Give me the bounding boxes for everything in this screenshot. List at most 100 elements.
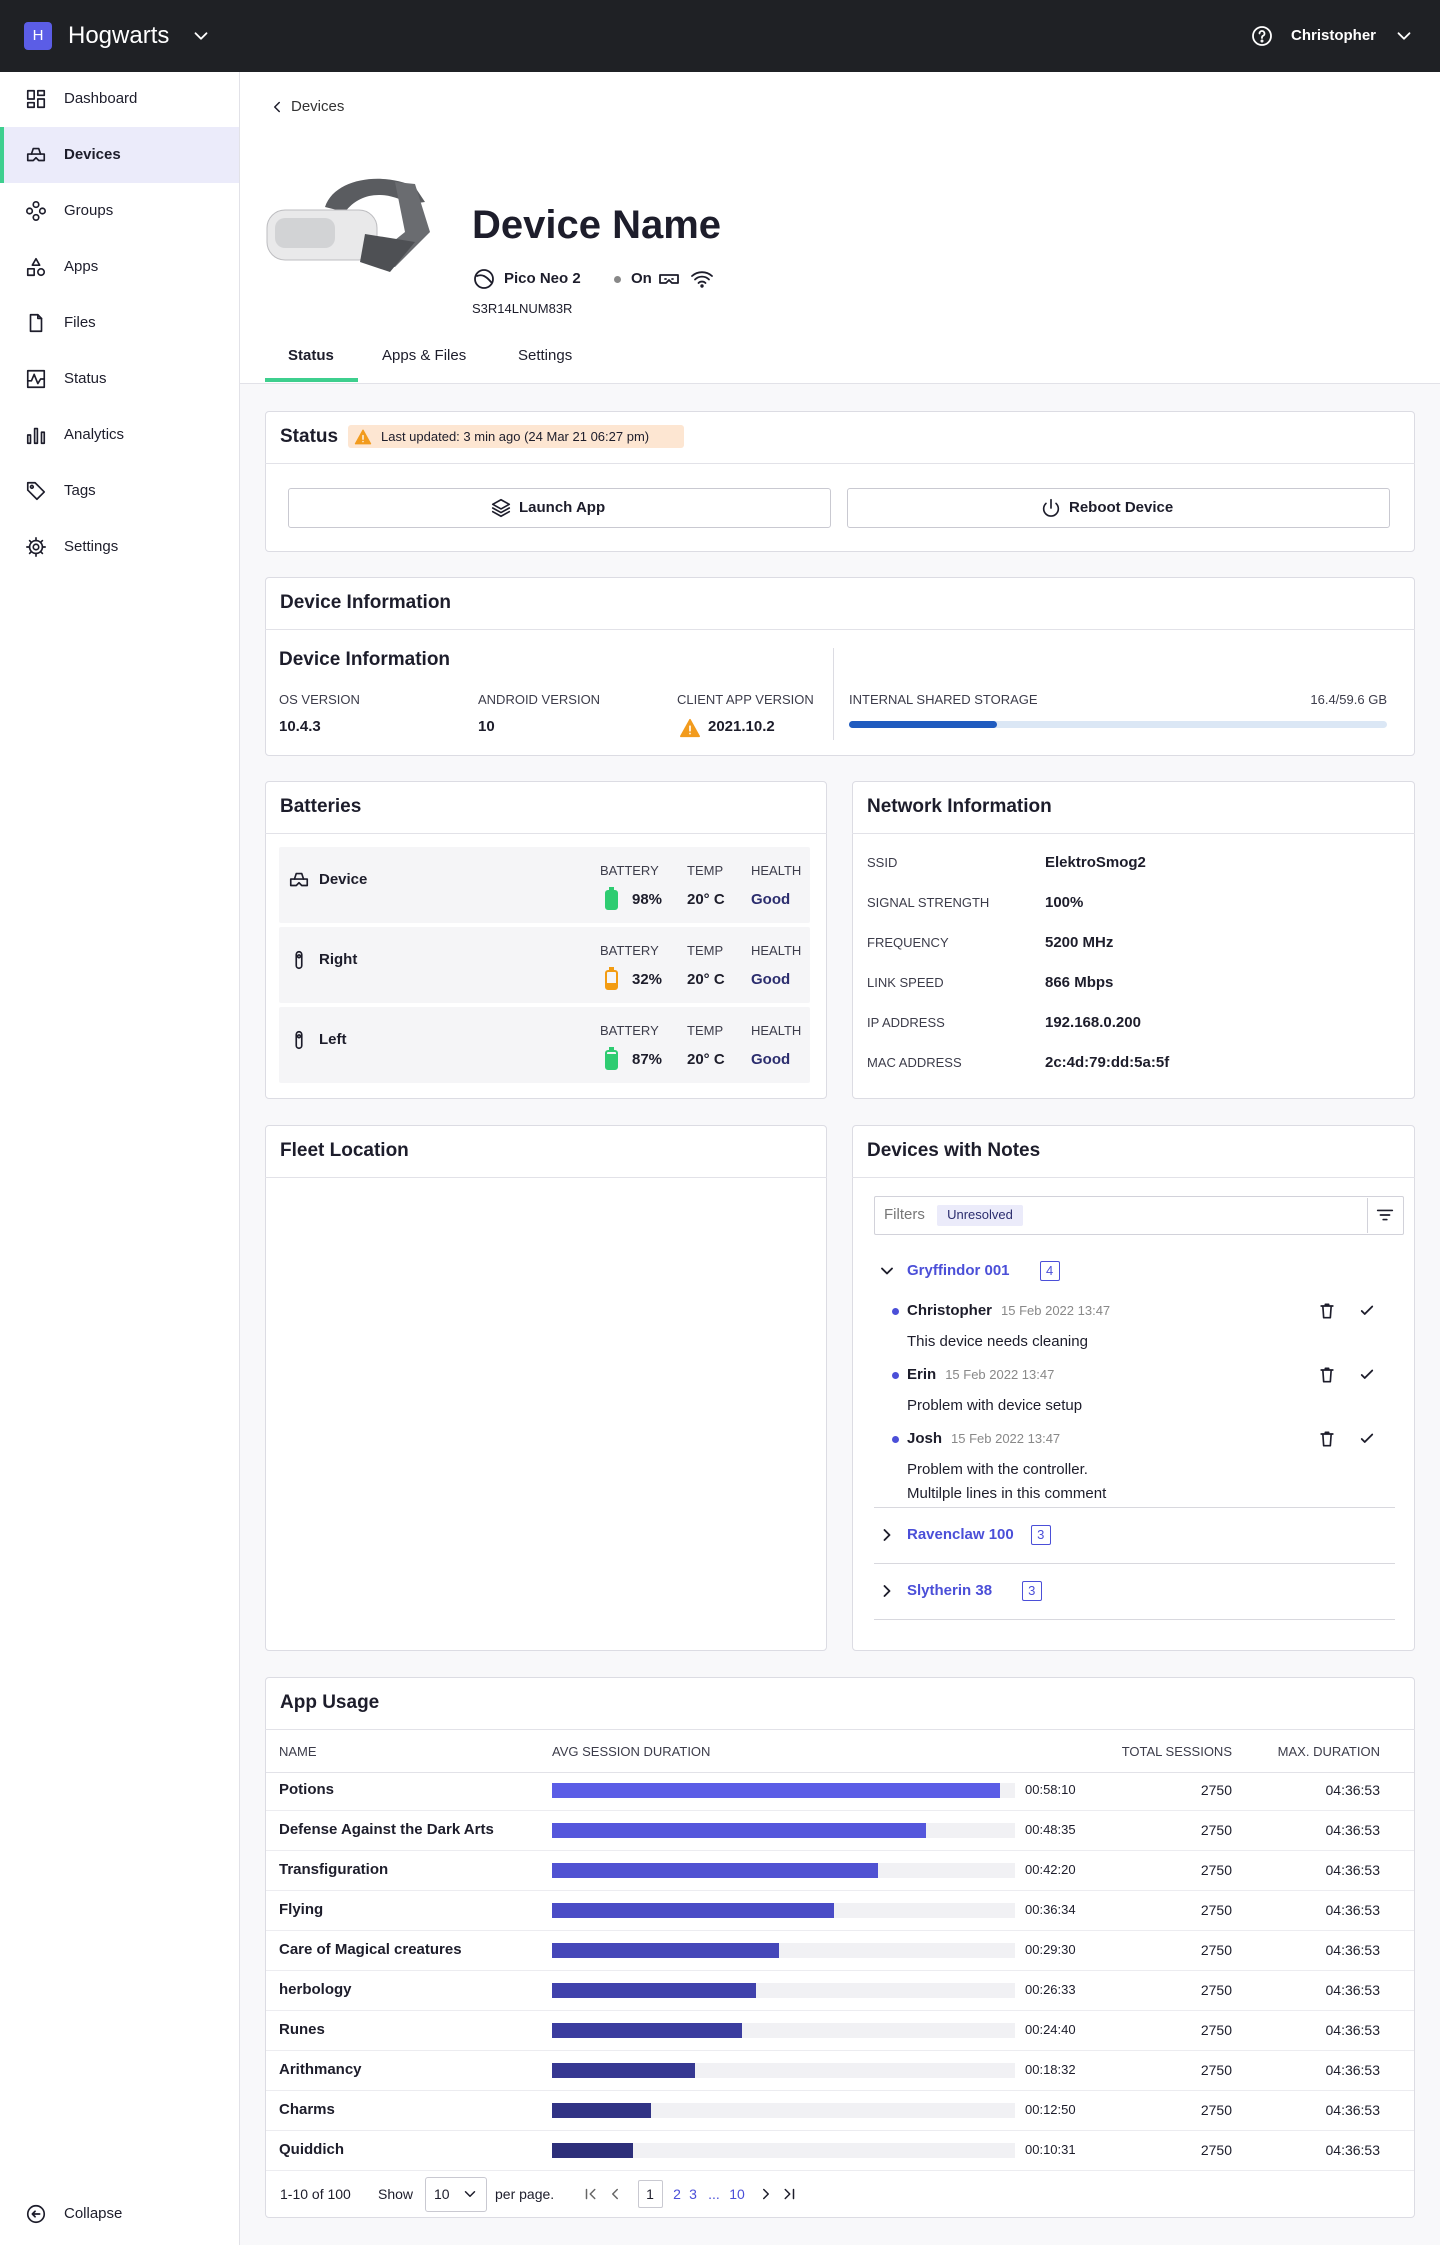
breadcrumb[interactable]: Devices xyxy=(291,98,345,115)
icon-part xyxy=(29,313,43,333)
page-show: Show xyxy=(378,2186,414,2202)
nav-item[interactable]: Settings xyxy=(64,538,119,555)
icon-part xyxy=(296,954,302,959)
icon-part xyxy=(26,268,35,277)
row-divider xyxy=(266,1810,1414,1811)
icon-part xyxy=(464,2191,476,2197)
group-chevron xyxy=(877,1525,897,1545)
action-button[interactable] xyxy=(288,488,831,528)
icon-part xyxy=(476,274,492,283)
group-count: 3 xyxy=(1028,1583,1036,1598)
table-header: TOTAL SESSIONS xyxy=(1121,1744,1232,1759)
icon-part xyxy=(659,274,679,284)
group-name[interactable]: Gryffindor 001 xyxy=(907,1262,1010,1279)
page-link[interactable]: 2 xyxy=(673,2186,681,2202)
page-size-select[interactable] xyxy=(425,2177,487,2212)
network-value: 100% xyxy=(1045,894,1084,911)
duration-bar xyxy=(552,2143,633,2158)
network-value: 192.168.0.200 xyxy=(1045,1014,1141,1031)
icon-part xyxy=(295,1030,303,1050)
group-count: 3 xyxy=(1037,1527,1045,1542)
card-title: Devices with Notes xyxy=(867,1140,1041,1161)
nav-item[interactable]: Status xyxy=(64,370,107,387)
nav-item[interactable]: Devices xyxy=(64,146,121,163)
org-name[interactable]: Hogwarts xyxy=(68,22,170,49)
icon-part xyxy=(296,1034,302,1039)
icon-part xyxy=(354,429,372,445)
avg-duration: 00:29:30 xyxy=(1025,1942,1076,1957)
storage-value: 16.4/59.6 GB xyxy=(1310,692,1387,707)
user-name[interactable]: Christopher xyxy=(1291,27,1377,44)
nav-item[interactable]: Apps xyxy=(64,258,99,275)
tab[interactable]: Settings xyxy=(518,347,573,364)
collapse[interactable]: Collapse xyxy=(64,2205,123,2222)
storage-fill xyxy=(849,721,998,728)
battery-col: TEMP xyxy=(687,1023,724,1038)
icon-part xyxy=(1360,1369,1374,1379)
note-text: This device needs cleaning xyxy=(907,1333,1088,1350)
action-button[interactable] xyxy=(847,488,1390,528)
note-bullet xyxy=(892,1436,899,1443)
filter-box[interactable] xyxy=(874,1196,1404,1235)
card-title: App Usage xyxy=(280,1692,380,1713)
page-link[interactable]: 1 xyxy=(646,2186,654,2202)
row-divider xyxy=(266,1970,1414,1971)
nav-item[interactable]: Analytics xyxy=(64,426,125,443)
vr-icon xyxy=(657,267,681,291)
page-link[interactable]: 10 xyxy=(729,2186,745,2202)
icon-part xyxy=(26,427,46,445)
page-link[interactable]: ... xyxy=(708,2186,720,2202)
filter-chip xyxy=(937,1205,1023,1226)
icon-part xyxy=(1320,1303,1334,1319)
note-text: Multilple lines in this comment xyxy=(907,1485,1107,1502)
card-divider xyxy=(265,833,827,834)
group-name[interactable]: Slytherin 38 xyxy=(907,1582,993,1599)
icon-part xyxy=(763,2188,769,2200)
group-name[interactable]: Ravenclaw 100 xyxy=(907,1526,1014,1543)
battery-name: Left xyxy=(319,1031,347,1048)
nav-icon xyxy=(25,368,47,390)
icon-part xyxy=(612,2188,618,2200)
select-chevron xyxy=(461,2185,479,2203)
icon-part xyxy=(491,498,511,518)
icon-part xyxy=(1397,32,1411,40)
wifi-icon xyxy=(690,267,714,291)
page-link[interactable]: 3 xyxy=(689,2186,697,2202)
row-divider xyxy=(266,1890,1414,1891)
icon-part xyxy=(26,2204,46,2224)
nav-item[interactable]: Groups xyxy=(64,202,114,219)
icon-part xyxy=(680,718,700,738)
icon-part xyxy=(26,537,46,557)
icon-part xyxy=(194,32,208,40)
page-size: 10 xyxy=(434,2186,450,2202)
nav-icon xyxy=(25,256,47,278)
page-next xyxy=(757,2185,775,2203)
icon-part xyxy=(1360,1305,1374,1315)
duration-bar xyxy=(552,1903,834,1918)
info-label: OS VERSION xyxy=(279,692,360,707)
note-bullet xyxy=(892,1372,899,1379)
icon-part xyxy=(700,284,704,288)
nav-item[interactable]: Tags xyxy=(64,482,96,499)
icon-part xyxy=(26,89,46,109)
note-delete xyxy=(1317,1429,1337,1449)
network-value: 866 Mbps xyxy=(1045,974,1114,991)
tab[interactable]: Status xyxy=(288,347,334,364)
icon-part xyxy=(883,1529,891,1541)
tab[interactable]: Apps & Files xyxy=(382,347,467,364)
icon-part xyxy=(26,481,46,501)
total-sessions: 2750 xyxy=(1200,1862,1232,1878)
max-duration: 04:36:53 xyxy=(1325,1982,1381,1998)
battery-shell xyxy=(605,890,618,910)
row-divider xyxy=(266,1850,1414,1851)
nav-item[interactable]: Dashboard xyxy=(64,90,138,107)
app-name: herbology xyxy=(279,1981,352,1998)
icon-part xyxy=(274,101,280,113)
icon-part xyxy=(1260,39,1264,43)
model-icon xyxy=(472,267,496,291)
nav-item[interactable]: Files xyxy=(64,314,96,331)
icon-part xyxy=(32,201,40,209)
note-bullet xyxy=(892,1308,899,1315)
avg-duration: 00:42:20 xyxy=(1025,1862,1076,1877)
card-divider xyxy=(265,463,1415,464)
